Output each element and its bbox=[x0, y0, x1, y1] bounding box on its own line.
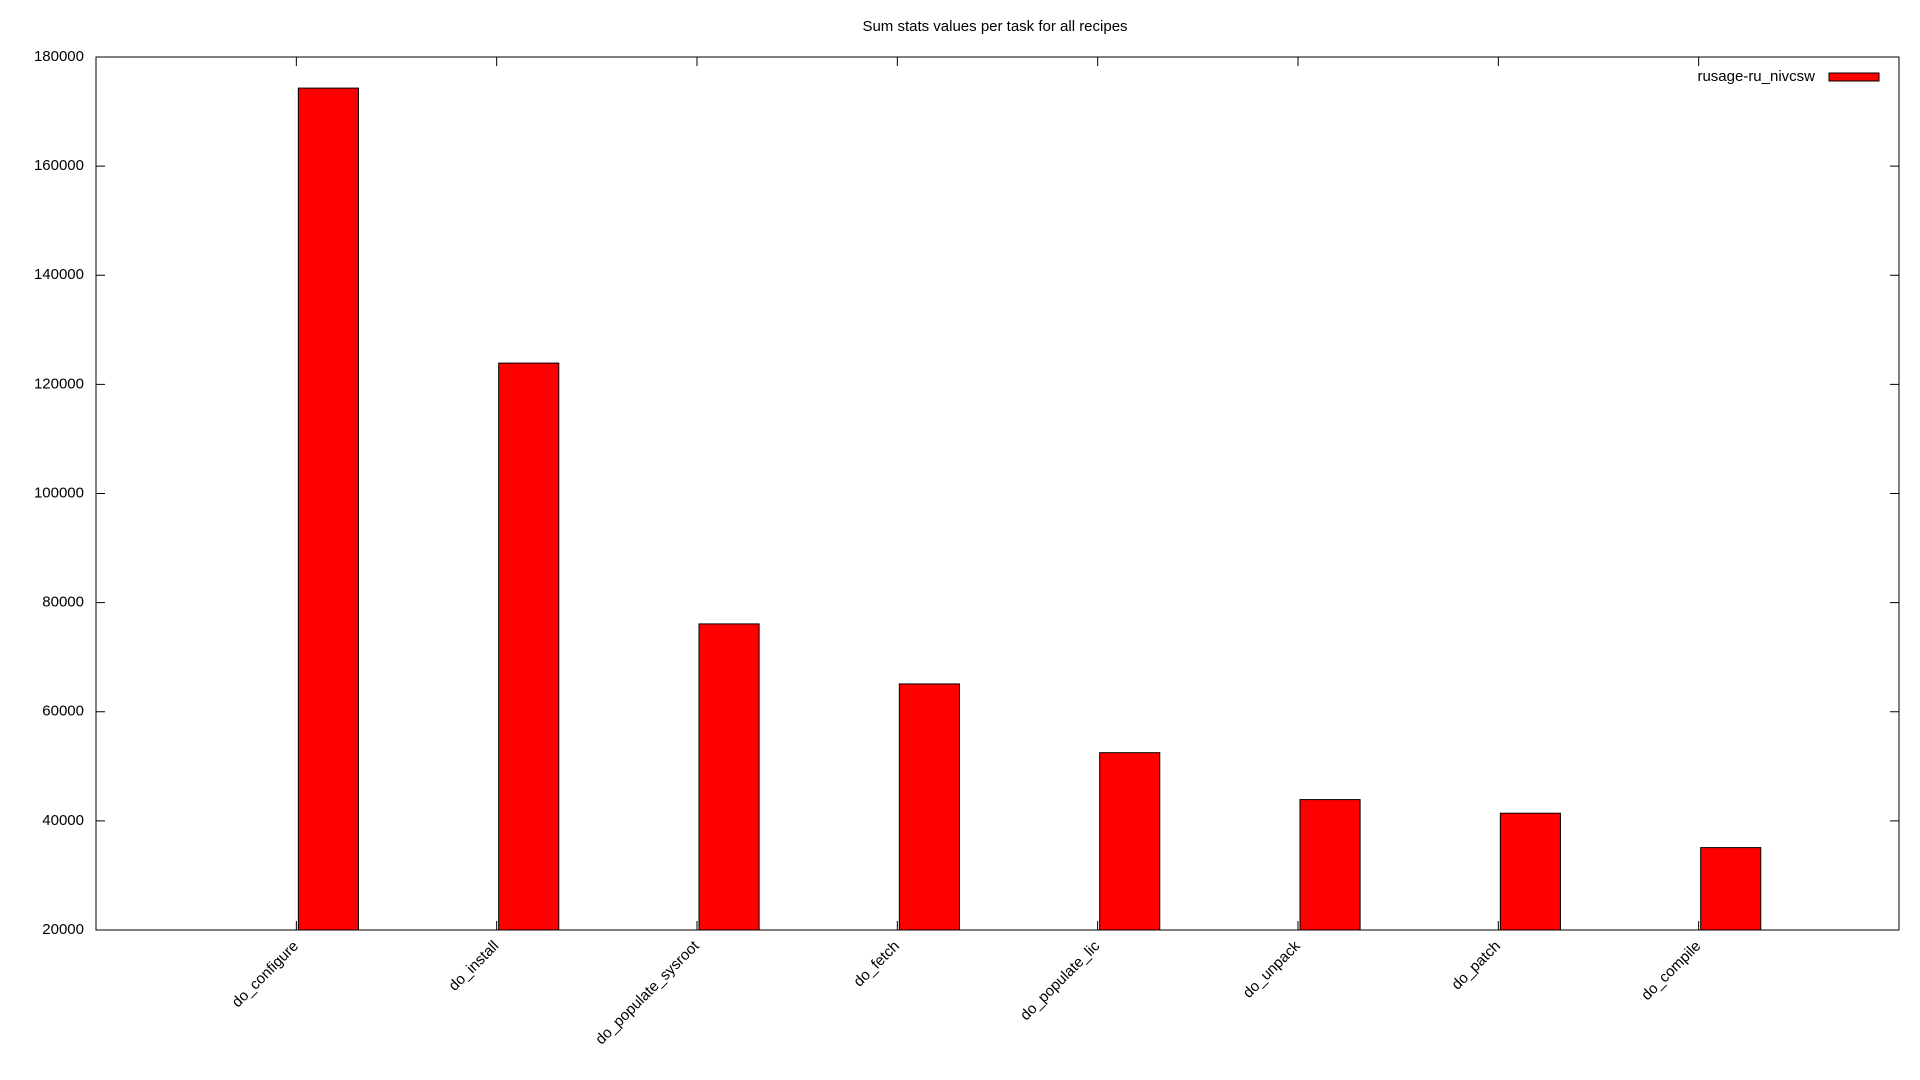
bar bbox=[498, 362, 560, 931]
bar bbox=[698, 623, 760, 931]
y-tick-label: 180000 bbox=[34, 48, 84, 65]
y-tick-label: 40000 bbox=[42, 812, 84, 829]
x-tick-label: do_populate_sysroot bbox=[592, 937, 703, 1048]
x-tick-label: do_compile bbox=[1638, 938, 1704, 1004]
bar bbox=[1099, 752, 1161, 931]
x-tick-label: do_configure bbox=[229, 938, 302, 1011]
x-tick-label: do_fetch bbox=[850, 938, 903, 991]
y-tick-label: 60000 bbox=[42, 703, 84, 720]
y-tick-label: 140000 bbox=[34, 266, 84, 283]
bar bbox=[1499, 812, 1561, 931]
x-tick-label: do_unpack bbox=[1240, 937, 1304, 1001]
bar bbox=[297, 87, 359, 931]
y-tick-label: 100000 bbox=[34, 484, 84, 501]
x-tick-label: do_populate_lic bbox=[1017, 937, 1104, 1024]
plot-frame bbox=[95, 56, 1900, 931]
x-tick-label: do_patch bbox=[1448, 938, 1504, 994]
y-tick-label: 20000 bbox=[42, 921, 84, 938]
x-tick-label: do_install bbox=[445, 938, 502, 995]
y-tick-label: 160000 bbox=[34, 157, 84, 174]
bar bbox=[1299, 799, 1361, 931]
bar bbox=[1700, 847, 1762, 931]
legend-label: rusage-ru_nivcsw bbox=[1697, 68, 1815, 85]
y-tick-label: 80000 bbox=[42, 594, 84, 611]
legend-swatch bbox=[1828, 72, 1880, 82]
y-tick-label: 120000 bbox=[34, 375, 84, 392]
bar bbox=[898, 683, 960, 931]
chart-title: Sum stats values per task for all recipe… bbox=[862, 18, 1127, 35]
